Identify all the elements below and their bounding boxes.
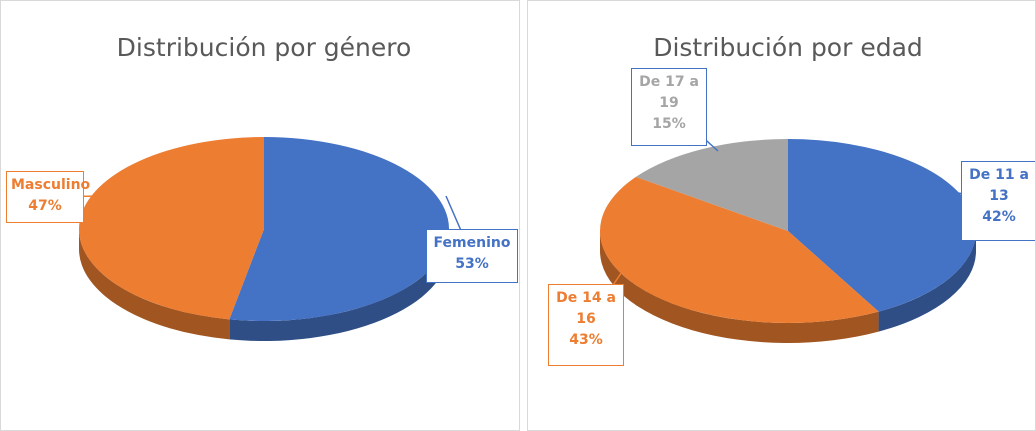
slice-side bbox=[79, 229, 230, 340]
chart: Distribución por edad bbox=[585, 33, 1000, 343]
data-label-value: 15% bbox=[652, 116, 686, 132]
data-label: De 14 a 16 43% bbox=[548, 284, 624, 366]
data-label-category: Masculino bbox=[11, 177, 91, 193]
data-label: Femenino 53% bbox=[426, 229, 518, 283]
data-label-category: De 17 a 19 bbox=[639, 74, 699, 111]
chart-panel: Distribución por edad De 11 a 13 42% De 14 … bbox=[527, 0, 1036, 431]
data-label-category: Femenino bbox=[433, 235, 511, 251]
slice bbox=[635, 139, 788, 231]
chart-panel: Distribución por género Femenino 53% Mascul… bbox=[0, 0, 520, 431]
data-label-value: 43% bbox=[569, 332, 603, 348]
slice bbox=[600, 176, 879, 323]
data-label-category: De 14 a 16 bbox=[556, 290, 616, 327]
chart-title: Distribución por edad bbox=[653, 33, 923, 62]
data-label-value: 42% bbox=[982, 209, 1016, 225]
slice bbox=[78, 137, 264, 320]
data-label-value: 47% bbox=[28, 198, 62, 214]
data-label-category: De 11 a 13 bbox=[969, 167, 1029, 204]
chart-title: Distribución por género bbox=[117, 33, 412, 62]
slice bbox=[788, 139, 977, 312]
data-label: De 17 a 19 15% bbox=[631, 68, 707, 146]
data-label: De 11 a 13 42% bbox=[961, 161, 1035, 241]
chart: Distribución por género bbox=[44, 33, 473, 341]
slice-side bbox=[600, 231, 879, 343]
data-label-value: 53% bbox=[455, 256, 489, 272]
slice bbox=[229, 137, 449, 321]
slice-side bbox=[229, 229, 449, 341]
slice-side bbox=[878, 231, 976, 332]
data-label: Masculino 47% bbox=[6, 171, 91, 223]
